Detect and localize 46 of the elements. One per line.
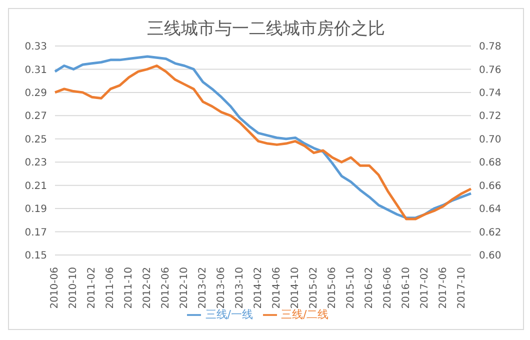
y-tick-label: 0.15 <box>24 250 47 262</box>
y-tick-label: 0.21 <box>24 180 47 192</box>
x-tick-label: 2013-02 <box>197 267 208 309</box>
y-tick-label: 0.33 <box>24 42 47 53</box>
x-tick-label: 2010-10 <box>68 267 79 309</box>
x-tick-label: 2016-10 <box>400 267 412 309</box>
x-tick-label: 2012-10 <box>178 267 190 309</box>
y2-tick-label: 0.74 <box>479 88 502 99</box>
legend-label: 三线/一线 <box>205 308 253 321</box>
x-tick-label: 2011-10 <box>123 267 134 309</box>
chart-title: 三线城市与一二线城市房价之比 <box>146 18 386 40</box>
y2-tick-label: 0.76 <box>479 64 502 76</box>
y2-tick-label: 0.60 <box>479 250 502 262</box>
x-tick-label: 2014-10 <box>290 267 301 309</box>
x-tick-label: 2011-02 <box>86 267 98 309</box>
y-tick-label: 0.23 <box>24 158 47 169</box>
y-tick-label: 0.25 <box>24 134 47 146</box>
legend-label: 三线/二线 <box>281 308 329 321</box>
y-tick-label: 0.31 <box>24 64 47 76</box>
x-tick-label: 2011-06 <box>104 267 116 309</box>
y2-tick-label: 0.68 <box>479 158 502 169</box>
y-tick-label: 0.17 <box>24 227 47 238</box>
y2-tick-label: 0.78 <box>479 42 502 53</box>
y2-tick-label: 0.72 <box>479 111 502 122</box>
x-tick-label: 2017-10 <box>456 267 468 309</box>
x-tick-label: 2012-06 <box>160 267 172 309</box>
x-tick-label: 2017-02 <box>419 267 430 309</box>
y2-tick-label: 0.66 <box>479 180 502 192</box>
x-tick-label: 2013-06 <box>216 267 227 309</box>
y-tick-label: 0.27 <box>24 111 47 122</box>
y2-tick-label: 0.62 <box>479 227 502 238</box>
y-tick-label: 0.29 <box>24 88 47 99</box>
x-tick-label: 2015-10 <box>345 267 356 309</box>
x-tick-label: 2017-06 <box>438 267 449 309</box>
x-tick-label: 2014-02 <box>252 267 264 309</box>
y2-tick-label: 0.64 <box>479 204 502 216</box>
x-tick-label: 2015-06 <box>326 267 338 309</box>
x-tick-label: 2013-10 <box>234 267 246 309</box>
x-tick-label: 2016-02 <box>364 267 375 309</box>
y-tick-label: 0.19 <box>24 204 47 216</box>
x-tick-label: 2010-06 <box>50 267 60 309</box>
y2-tick-label: 0.70 <box>479 134 502 146</box>
x-tick-label: 2012-02 <box>142 267 153 309</box>
x-tick-label: 2014-06 <box>271 267 282 309</box>
x-tick-label: 2015-02 <box>308 267 320 309</box>
x-tick-label: 2016-06 <box>382 267 394 309</box>
